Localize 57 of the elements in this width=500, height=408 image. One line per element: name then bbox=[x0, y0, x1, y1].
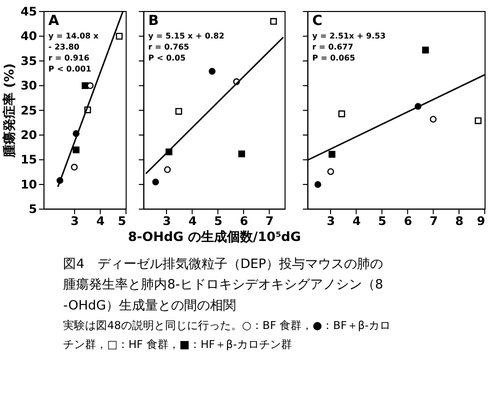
x-tick-label: 6 bbox=[240, 214, 248, 228]
point bbox=[208, 68, 216, 75]
x-tick-label: 4 bbox=[188, 214, 197, 228]
point bbox=[152, 178, 159, 186]
x-axis-title: 8-OHdG の生成個数/10⁵dG bbox=[128, 230, 301, 245]
point bbox=[238, 150, 246, 158]
point bbox=[430, 116, 437, 123]
chart-title: A bbox=[48, 12, 60, 29]
x-tick-label: 9 bbox=[476, 214, 486, 228]
point bbox=[328, 150, 336, 158]
annotation: y = 5.15 x + 0.82 bbox=[148, 32, 224, 41]
text: 実験は図48の説明と同じに行った。○：BF 食群，●：BF＋β-カロチン群，□：HF 食群，■：HF＋β-カロチン群 bbox=[63, 319, 391, 351]
x-tick-label: 7 bbox=[266, 214, 274, 228]
y-tick-label: 45 bbox=[20, 4, 38, 18]
annotation: P < 0.05 bbox=[148, 53, 186, 62]
x-tick-label: 3 bbox=[162, 214, 172, 228]
y-tick-label: 40 bbox=[20, 29, 38, 44]
point bbox=[270, 18, 277, 25]
point bbox=[327, 168, 334, 175]
annotation: r = 0.916 bbox=[48, 53, 90, 62]
x-tick-label: 4 bbox=[352, 214, 361, 228]
point bbox=[72, 146, 80, 154]
annotation: P < 0.001 bbox=[48, 64, 92, 74]
point bbox=[164, 166, 171, 174]
y-tick-label: 25 bbox=[20, 103, 38, 118]
point bbox=[116, 32, 123, 40]
y-tick-label: 35 bbox=[20, 54, 38, 68]
point bbox=[314, 181, 322, 188]
annotation: P = 0.065 bbox=[312, 53, 356, 62]
x-tick-label: 7 bbox=[430, 214, 438, 228]
annotation: y = 14.08 x bbox=[48, 32, 98, 41]
y-tick-label: 30 bbox=[20, 78, 38, 93]
point bbox=[474, 117, 482, 124]
chart-title: C bbox=[312, 12, 322, 29]
x-tick-label: 8 bbox=[455, 214, 464, 228]
x-tick-label: 5 bbox=[118, 214, 126, 228]
y-axis-title: 腫瘍発症率 (%) bbox=[2, 63, 18, 158]
x-tick-label: 3 bbox=[326, 214, 336, 228]
y-tick-label: 20 bbox=[20, 128, 38, 142]
point bbox=[70, 164, 78, 171]
y-tick-label: 10 bbox=[20, 177, 38, 192]
y-tick-label: 15 bbox=[20, 152, 38, 167]
point bbox=[338, 110, 346, 118]
annotation: - 23.80 bbox=[48, 42, 80, 52]
x-tick-label: 5 bbox=[214, 214, 222, 228]
x-tick-label: 4 bbox=[96, 214, 105, 228]
annotation: r = 0.765 bbox=[148, 42, 190, 52]
text: 図4 ディーゼル排気微粒子（DEP）投与マウスの肺の腫瘍発生率と肺内8-ヒドロキシデオキシグアノシン（8-OHdG）生成量との間の相関 bbox=[63, 256, 384, 314]
point bbox=[175, 108, 182, 115]
annotation: r = 0.677 bbox=[312, 42, 354, 52]
annotation: y = 2.51x + 9.53 bbox=[312, 32, 386, 41]
x-tick-label: 3 bbox=[70, 214, 79, 228]
x-tick-label: 5 bbox=[378, 214, 386, 228]
x-tick-label: 6 bbox=[404, 214, 412, 228]
y-tick-label: 5 bbox=[28, 202, 38, 216]
point bbox=[422, 46, 429, 54]
chart-title: B bbox=[148, 12, 159, 29]
